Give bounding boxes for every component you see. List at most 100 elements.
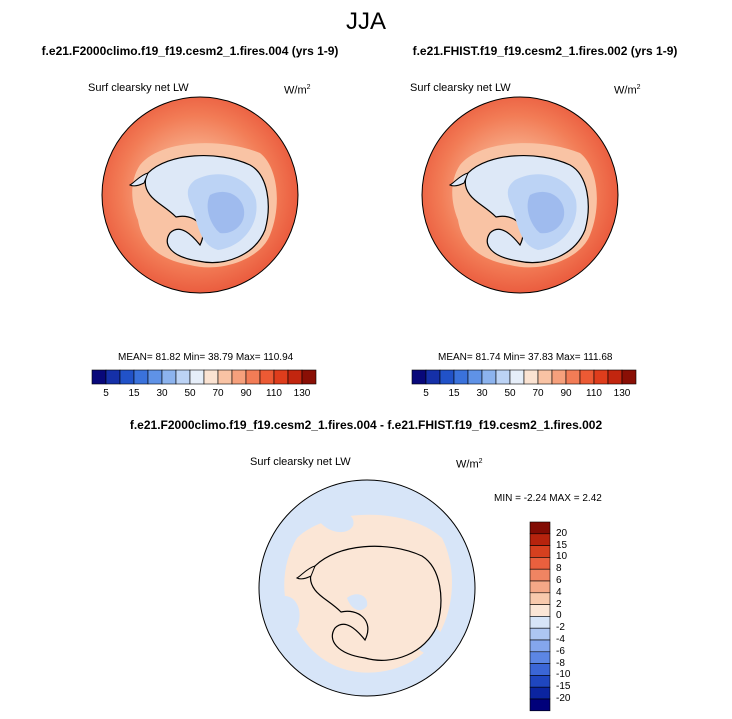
panel1-colorbar-swatch [161, 369, 177, 385]
panel1-colorbar-swatch [217, 369, 233, 385]
panel2-stats: MEAN= 81.74 Min= 37.83 Max= 111.68 [438, 352, 613, 363]
panel2-colorbar-tick-label: 50 [504, 388, 516, 399]
panel2-colorbar-swatch [509, 369, 525, 385]
diff-colorbar-tick-label: 20 [556, 527, 568, 539]
diff-colorbar-tick-label: 8 [556, 563, 562, 575]
panel2-title: f.e21.FHIST.f19_f19.cesm2_1.fires.002 (y… [412, 44, 678, 58]
diff-colorbar-swatch [529, 675, 551, 688]
diff-colorbar-tick-label: 6 [556, 575, 562, 586]
diff-colorbar-swatch [529, 580, 551, 594]
diff-colorbar-tick-label: -8 [556, 657, 565, 669]
panel1-colorbar-swatch [175, 369, 191, 385]
panel2-colorbar-tick-label: 70 [532, 388, 544, 399]
diff-colorbar-tick-label: -2 [556, 622, 565, 634]
panel1-colorbar-swatch [259, 369, 275, 385]
panel2-colorbar-tick-label: 15 [448, 388, 460, 399]
diff-stats: MIN = -2.24 MAX = 2.42 [494, 493, 602, 504]
panel1-units: W/m2 [284, 84, 311, 97]
panel1-colorbar-tick-label: 70 [212, 388, 224, 399]
diff-colorbar-swatch [529, 616, 551, 629]
diff-colorbar-tick-label: -20 [556, 693, 571, 704]
diff-units: W/m2 [456, 458, 483, 471]
panel2-colorbar-swatch [411, 369, 427, 385]
diff-colorbar-swatch [529, 639, 551, 653]
panel2-colorbar-swatch [621, 369, 637, 385]
panel1-stats: MEAN= 81.82 Min= 38.79 Max= 110.94 [118, 352, 294, 363]
diff-colorbar-swatch [529, 686, 551, 700]
panel2-colorbar-tick-label: 90 [560, 388, 572, 399]
panel1-colorbar-swatch [301, 369, 317, 385]
panel1-ice-deep [207, 191, 245, 234]
panel2-colorbar-swatch [453, 369, 469, 385]
panel1-colorbar-tick-label: 15 [128, 388, 140, 399]
panel2-colorbar-swatch [607, 369, 623, 385]
panel2-colorbar-swatch [425, 369, 441, 385]
panel2-colorbar-tick-label: 110 [586, 388, 602, 399]
diff-colorbar-swatch [529, 557, 551, 570]
diff-colorbar-swatch [529, 663, 551, 676]
diff-colorbar-swatch [529, 533, 551, 546]
panel2-colorbar-swatch [565, 369, 581, 385]
diff-title: f.e21.F2000climo.f19_f19.cesm2_1.fires.0… [129, 418, 603, 432]
diff-negative-patch-3 [276, 596, 300, 630]
panel2-colorbar [411, 369, 637, 385]
panel1-colorbar-swatch [105, 369, 121, 385]
panel2-colorbar-swatch [579, 369, 595, 385]
panel2-units: W/m2 [614, 84, 641, 97]
panel1-colorbar-swatch [91, 369, 107, 385]
panel1-colorbar-swatch [273, 369, 289, 385]
panel1-colorbar-swatch [189, 369, 205, 385]
panel1-colorbar-tick-label: 130 [293, 388, 311, 399]
panel1-variable-label: Surf clearsky net LW [88, 82, 189, 94]
panel1-colorbar [91, 369, 317, 385]
diff-colorbar-swatch [529, 604, 551, 617]
panel1-colorbar-swatch [133, 369, 149, 385]
diff-colorbar-swatch [529, 521, 551, 535]
panel1-colorbar-swatch [119, 369, 135, 385]
panel1-map [101, 96, 299, 294]
diff-negative-patch-1 [317, 512, 354, 533]
diff-colorbar-swatch [529, 592, 551, 605]
panel1-title: f.e21.F2000climo.f19_f19.cesm2_1.fires.0… [41, 44, 339, 58]
panel1-colorbar-swatch [147, 369, 163, 385]
diff-colorbar-swatch [529, 698, 551, 712]
panel2-peninsula [448, 172, 469, 187]
diff-colorbar-swatch [529, 627, 551, 641]
diff-colorbar [529, 521, 551, 712]
panel2-colorbar-swatch [495, 369, 511, 385]
diff-colorbar-tick-label: -10 [556, 669, 571, 681]
diff-colorbar-tick-label: -4 [556, 634, 565, 645]
panel2-colorbar-tick-label: 130 [613, 388, 631, 399]
panel2-map [421, 96, 619, 294]
diff-colorbar-tick-label: 10 [556, 551, 568, 563]
diff-antarctica-coastline [309, 545, 442, 661]
diff-colorbar-swatch [529, 545, 551, 558]
panel1-colorbar-tick-label: 50 [184, 388, 196, 399]
diff-colorbar-tick-label: -15 [556, 681, 571, 693]
panel1-colorbar-tick-label: 5 [103, 388, 109, 399]
panel2-colorbar-swatch [481, 369, 497, 385]
panel2-variable-label: Surf clearsky net LW [410, 82, 511, 94]
panel2-colorbar-swatch [593, 369, 609, 385]
panel2-colorbar-swatch [537, 369, 553, 385]
panel2-colorbar-swatch [523, 369, 539, 385]
diff-colorbar-tick-label: 2 [556, 598, 562, 610]
panel1-colorbar-tick-label: 110 [266, 388, 282, 399]
panel2-colorbar-swatch [439, 369, 455, 385]
diff-interior-negative [347, 594, 368, 611]
panel1-colorbar-tick-label: 30 [156, 388, 168, 399]
panel2-colorbar-swatch [467, 369, 483, 385]
diff-map [258, 479, 476, 697]
panel1-peninsula [128, 172, 149, 187]
diff-colorbar-tick-label: 0 [556, 610, 562, 622]
diff-colorbar-tick-label: -6 [556, 645, 565, 657]
panel1-colorbar-tick-label: 90 [240, 388, 252, 399]
panel2-colorbar-tick-label: 5 [423, 388, 429, 399]
panel1-colorbar-swatch [203, 369, 219, 385]
figure-title: JJA [345, 8, 386, 35]
panel1-colorbar-swatch [231, 369, 247, 385]
panel2-colorbar-swatch [551, 369, 567, 385]
panel1-colorbar-swatch [245, 369, 261, 385]
diff-colorbar-swatch [529, 651, 551, 664]
diff-variable-label: Surf clearsky net LW [250, 456, 351, 468]
